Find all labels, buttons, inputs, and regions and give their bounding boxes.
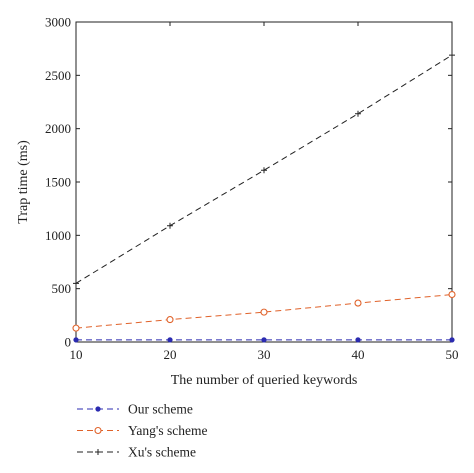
data-point	[73, 280, 79, 287]
series-2	[73, 52, 455, 287]
data-point	[354, 299, 362, 307]
data-point	[73, 337, 79, 343]
legend-label: Our scheme	[128, 402, 193, 417]
series-1	[72, 290, 456, 332]
legend-label: Yang's scheme	[128, 423, 207, 438]
legend-entry: Xu's scheme	[77, 445, 196, 460]
series-line	[75, 294, 453, 329]
y-tick-label: 2500	[45, 68, 71, 83]
x-axis-label: The number of queried keywords	[171, 373, 358, 388]
data-point	[167, 337, 173, 343]
data-point	[72, 324, 80, 332]
x-tick-label: 50	[446, 347, 459, 362]
data-point	[355, 110, 361, 117]
y-axis-label: Trap time (ms)	[16, 140, 31, 224]
data-point	[260, 308, 268, 316]
y-tick-label: 500	[52, 281, 72, 296]
plot-area	[75, 21, 453, 343]
series-layer	[72, 52, 456, 343]
legend-marker	[95, 406, 101, 412]
legend: Our scheme Yang's scheme Xu's scheme	[77, 402, 207, 460]
data-point	[261, 167, 267, 174]
series-line	[75, 54, 453, 284]
legend-entry: Yang's scheme	[77, 423, 207, 438]
legend-label: Xu's scheme	[128, 445, 196, 460]
legend-marker	[95, 449, 101, 455]
x-tick-label: 30	[258, 347, 271, 362]
data-point	[355, 337, 361, 343]
data-point	[449, 337, 455, 343]
y-tick-label: 0	[65, 335, 72, 350]
data-point	[261, 337, 267, 343]
y-tick-label: 2000	[45, 121, 71, 136]
legend-marker	[94, 426, 102, 435]
x-tick-label: 10	[70, 347, 83, 362]
y-tick-label: 3000	[45, 15, 71, 30]
y-tick-label: 1500	[45, 175, 71, 190]
data-point	[449, 52, 455, 59]
data-point	[166, 316, 174, 324]
series-0	[73, 337, 455, 343]
data-point	[167, 222, 173, 229]
y-tick-label: 1000	[45, 228, 71, 243]
x-tick-label: 40	[352, 347, 365, 362]
legend-entry: Our scheme	[77, 402, 193, 417]
data-point	[448, 290, 456, 299]
x-tick-label: 20	[164, 347, 177, 362]
